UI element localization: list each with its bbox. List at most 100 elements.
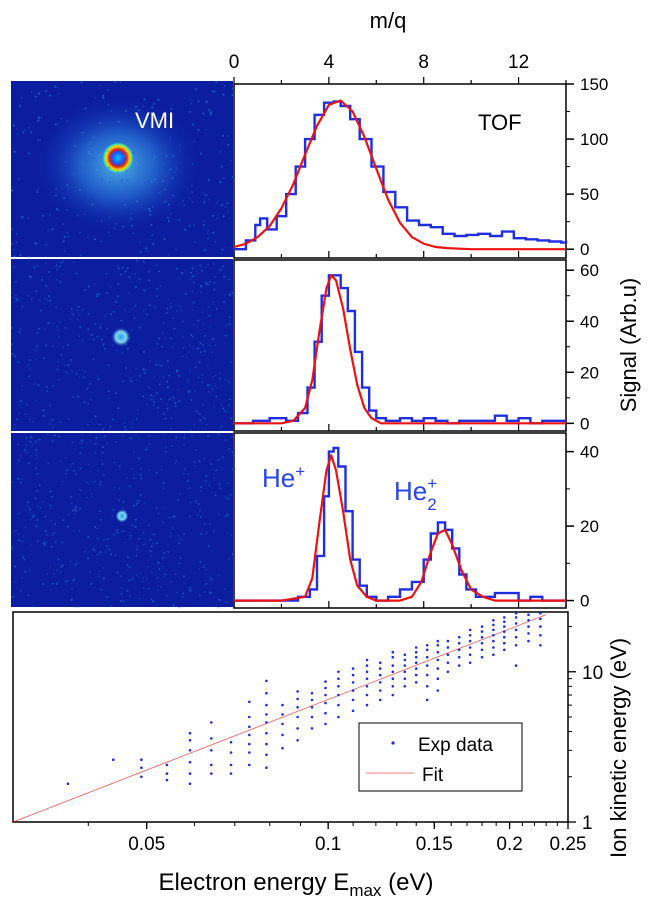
vmi-speckle-dot	[64, 580, 67, 583]
vmi-speckle-dot	[201, 404, 204, 406]
vmi-speckle-dot	[200, 490, 202, 492]
vmi-speckle-dot	[195, 366, 197, 369]
vmi-speckle-dot	[138, 326, 141, 329]
vmi-speckle-dot	[129, 376, 132, 379]
vmi-speckle-dot	[145, 369, 148, 372]
vmi-speckle-dot	[135, 554, 138, 557]
vmi-speckle-dot	[57, 360, 59, 363]
vmi-speckle-dot	[149, 442, 151, 445]
vmi-speckle-dot	[216, 308, 218, 310]
vmi-speckle-dot	[208, 483, 210, 486]
vmi-speckle-dot	[156, 343, 159, 345]
vmi-speckle-dot	[136, 574, 138, 577]
vmi-speckle-dot	[225, 276, 227, 278]
vmi-speckle-dot	[72, 462, 74, 465]
vmi-speckle-dot	[24, 571, 27, 573]
vmi-speckle-dot	[122, 600, 125, 603]
vmi-speckle-dot	[184, 269, 187, 272]
vmi-speckle-dot	[18, 539, 20, 541]
vmi-speckle-dot	[192, 309, 194, 311]
vmi-speckle-dot	[28, 127, 30, 129]
vmi-speckle-dot	[168, 220, 170, 222]
vmi-speckle-dot	[225, 324, 227, 327]
vmi-speckle-dot	[13, 248, 16, 251]
vmi-speckle-dot	[133, 451, 135, 454]
vmi-speckle-dot	[118, 487, 120, 489]
vmi-speckle-dot	[77, 395, 79, 398]
vmi-speckle-dot	[147, 250, 149, 253]
vmi-speckle-dot	[72, 313, 74, 316]
vmi-speckle-dot	[64, 457, 67, 459]
scatter-point	[414, 661, 418, 664]
scatter-point	[337, 685, 340, 688]
vmi-speckle-dot	[57, 558, 60, 561]
vmi-speckle-dot	[39, 506, 42, 509]
vmi-speckle-dot	[75, 372, 78, 375]
vmi-speckle-dot	[43, 541, 46, 543]
vmi-speckle-dot	[218, 372, 221, 375]
tof-panels: 0 50 100 150 0 20 40 60 0 20 40 0 4 8 12	[229, 52, 609, 611]
vmi-speckle-dot	[112, 509, 115, 511]
vmi-speckle-dot	[158, 270, 161, 273]
vmi-speckle-dot	[179, 493, 181, 495]
scatter-point	[365, 664, 369, 667]
vmi-speckle-dot	[66, 469, 68, 471]
vmi-speckle-dot	[148, 469, 151, 471]
vmi-speckle-dot	[150, 180, 153, 183]
vmi-speckle-dot	[43, 357, 45, 359]
vmi-speckle-dot	[89, 382, 91, 385]
vmi-speckle-dot	[142, 289, 145, 291]
vmi-speckle-dot	[132, 504, 135, 507]
scatter-point	[351, 689, 355, 692]
vmi-speckle-dot	[134, 304, 137, 307]
vmi-speckle-dot	[30, 131, 33, 134]
vmi-speckle-dot	[113, 486, 116, 489]
vmi-speckle-dot	[135, 504, 137, 507]
vmi-speckle-dot	[146, 565, 149, 568]
vmi-speckle-dot	[196, 325, 198, 328]
vmi-speckle-dot	[20, 216, 23, 218]
vmi-speckle-dot	[81, 339, 84, 342]
vmi-speckle-dot	[132, 152, 134, 154]
vmi-speckle-dot	[102, 428, 104, 431]
vmi-speckle-dot	[55, 86, 57, 88]
vmi-speckle-dot	[169, 168, 172, 171]
vmi-speckle-dot	[164, 201, 167, 203]
vmi-speckle-dot	[117, 265, 119, 267]
vmi-speckle-dot	[121, 587, 123, 590]
vmi-speckle-dot	[211, 388, 214, 390]
tof-bottom-fit-curve	[234, 454, 566, 602]
vmi-speckle-dot	[125, 330, 128, 333]
scatter-point	[337, 715, 340, 719]
vmi-speckle-dot	[57, 329, 59, 331]
vmi-speckle-dot	[128, 579, 131, 581]
scatter-point	[403, 677, 407, 680]
y-tick-label: 0	[580, 414, 589, 433]
vmi-speckle-dot	[126, 564, 129, 566]
mq-tick-label: 0	[229, 52, 240, 73]
vmi-speckle-dot	[80, 254, 82, 256]
scatter-point	[539, 644, 542, 647]
vmi-speckle-dot	[30, 277, 32, 280]
vmi-speckle-dot	[180, 309, 183, 312]
vmi-speckle-dot	[188, 225, 191, 227]
vmi-speckle-dot	[46, 534, 48, 536]
vmi-speckle-dot	[183, 575, 185, 578]
vmi-speckle-dot	[213, 288, 216, 291]
scatter-point	[337, 677, 340, 680]
vmi-speckle-dot	[55, 194, 57, 197]
vmi-speckle-dot	[71, 588, 73, 590]
vmi-speckle-dot	[125, 367, 128, 369]
vmi-speckle-dot	[46, 390, 49, 393]
vmi-speckle-dot	[58, 265, 61, 268]
vmi-speckle-dot	[35, 467, 37, 470]
vmi-speckle-dot	[29, 441, 32, 443]
vmi-speckle-dot	[170, 427, 172, 430]
vmi-speckle-dot	[72, 261, 75, 263]
vmi-speckle-dot	[141, 323, 143, 326]
vmi-speckle-dot	[170, 108, 173, 110]
vmi-speckle-dot	[45, 90, 47, 92]
vmi-speckle-dot	[33, 383, 36, 385]
vmi-speckle-dot	[94, 97, 96, 99]
vmi-speckle-dot	[152, 542, 154, 545]
